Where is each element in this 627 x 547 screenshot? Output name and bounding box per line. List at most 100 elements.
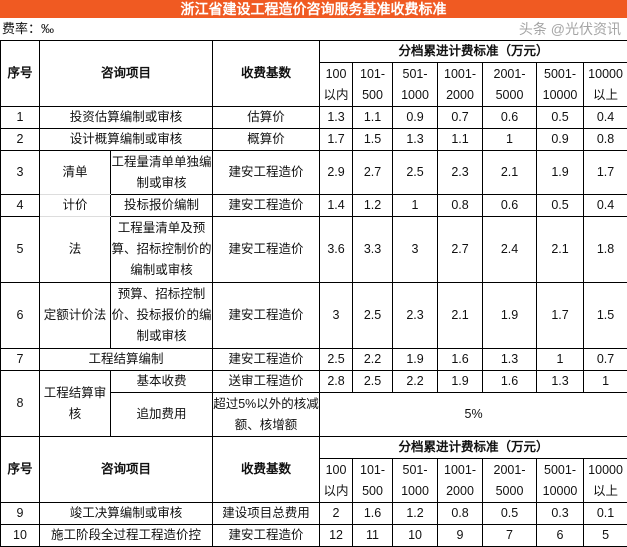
row-no: 1	[0, 106, 40, 129]
table-row: 2 设计概算编制或审核 概算价 1.7 1.5 1.3 1.1 1 0.9 0.8	[0, 128, 627, 151]
row-no: 7	[0, 348, 40, 371]
header-tier: 1001-2000	[437, 62, 484, 107]
header-tier: 1001-2000	[437, 458, 484, 503]
fee-rate-cell: 2.5	[319, 348, 354, 371]
fee-rate-cell: 2.8	[319, 370, 354, 393]
header-tier: 2001-5000	[482, 458, 538, 503]
header-tier: 5001-10000	[536, 62, 585, 107]
fee-rate-cell: 12	[319, 524, 354, 547]
fee-rate-cell: 2.2	[352, 348, 394, 371]
fee-rate-cell: 1.5	[352, 128, 394, 151]
fee-rate-cell: 2	[319, 502, 354, 525]
header-item: 咨询项目	[38, 40, 214, 107]
fee-rate-cell: 0.5	[536, 194, 585, 217]
header-tier: 101-500	[352, 62, 394, 107]
item-sub: 基本收费	[109, 370, 214, 393]
fee-rate-cell: 2.5	[392, 150, 439, 195]
table-row: 追加费用 超过5%以外的核减额、核增额 5%	[1, 392, 627, 437]
fee-rate-cell: 3	[392, 216, 439, 283]
fee-rate-cell: 2.3	[437, 150, 484, 195]
fee-rate-cell: 1.4	[319, 194, 354, 217]
fee-table-continued: 序号 咨询项目 收费基数 分档累进计费标准（万元） 100以内 101-500 501-10…	[0, 436, 627, 547]
fee-base: 建安工程造价	[212, 216, 321, 283]
item-name: 施工阶段全过程工程造价控	[38, 524, 214, 547]
fee-rate-cell: 0.9	[536, 128, 585, 151]
fee-base: 超过5%以外的核减额、核增额	[212, 392, 321, 437]
row-no: 5	[0, 216, 40, 283]
fee-rate-cell: 2.7	[437, 216, 484, 283]
fee-rate-cell: 1.1	[437, 128, 484, 151]
fee-rate-cell: 2.5	[352, 370, 394, 393]
fee-rate-cell: 1.3	[392, 128, 439, 151]
header-tier: 100以内	[319, 458, 354, 503]
fee-rate-cell: 2.3	[392, 282, 439, 349]
fee-rate-cell: 1	[392, 194, 439, 217]
fee-rate-cell: 1.8	[583, 216, 627, 283]
fee-rate-cell: 3.6	[319, 216, 354, 283]
row-no: 3	[0, 150, 40, 195]
fee-base: 建安工程造价	[212, 348, 321, 371]
header-tier: 10000以上	[583, 62, 627, 107]
fee-rate-cell: 0.6	[482, 194, 538, 217]
fee-base: 建安工程造价	[212, 524, 321, 547]
item-group: 定额计价法	[39, 282, 111, 349]
fee-rate-cell: 2.2	[392, 370, 439, 393]
fee-base: 概算价	[212, 128, 321, 151]
fee-rate-cell: 1.2	[392, 502, 439, 525]
fee-rate-cell: 1	[536, 348, 585, 371]
header-no: 序号	[0, 40, 40, 107]
fee-rate-cell: 2.7	[352, 150, 394, 195]
fee-rate-cell: 0.5	[536, 106, 585, 129]
table-row: 7 工程结算编制 建安工程造价 2.5 2.2 1.9 1.6 1.3 1 0.7	[0, 348, 627, 371]
item-sub: 投标报价编制	[109, 194, 214, 217]
fee-rate-cell: 9	[437, 524, 484, 547]
table-row: 9 竣工决算编制或审核 建设项目总费用 2 1.6 1.2 0.8 0.5 0.3 0.1	[0, 502, 627, 525]
table-row: 5 法工程量清单及预算、招标控制价的编制或审核 建安工程造价 3.6 3.3 3 2.7 2.…	[0, 216, 627, 283]
header-tier: 100以内	[319, 62, 354, 107]
fee-rate-cell: 1.9	[437, 370, 484, 393]
table-row: 3 清单 工程量清单单独编制或审核 建安工程造价 2.9 2.7 2.5 2.3 2.1 1.9 1…	[0, 150, 627, 195]
fee-rate-cell: 1	[482, 128, 538, 151]
fee-rate-cell: 0.7	[583, 348, 627, 371]
row-no: 9	[0, 502, 40, 525]
fee-rate-cell: 1.3	[319, 106, 354, 129]
header-item: 咨询项目	[38, 436, 214, 503]
fee-rate-cell: 0.7	[437, 106, 484, 129]
item-name: 设计概算编制或审核	[38, 128, 214, 151]
table-row: 1 投资估算编制或审核 估算价 1.3 1.1 0.9 0.7 0.6 0.5 0.4	[0, 106, 627, 129]
fee-base: 估算价	[212, 106, 321, 129]
row-no: 6	[0, 282, 40, 349]
fee-rate-cell: 3	[319, 282, 354, 349]
fee-rate-cell: 1	[583, 370, 627, 393]
rate-unit-label: 费率：‰	[2, 21, 55, 36]
item-sub: 预算、招标控制价、投标报价的编制或审核	[109, 282, 214, 349]
row-no: 4	[0, 194, 40, 217]
fee-base: 建设项目总费用	[212, 502, 321, 525]
header-base: 收费基数	[212, 40, 321, 107]
fee-rate-cell: 2.1	[482, 150, 538, 195]
fee-rate-cell: 11	[352, 524, 394, 547]
header-tier: 2001-5000	[482, 62, 538, 107]
fee-rate-cell: 2.1	[437, 282, 484, 349]
item-sub: 追加费用	[109, 392, 214, 437]
page-title: 浙江省建设工程造价咨询服务基准收费标准	[0, 0, 627, 18]
fee-rate-cell: 0.3	[536, 502, 585, 525]
fee-rate-cell: 1.7	[536, 282, 585, 349]
item-name: 竣工决算编制或审核	[38, 502, 214, 525]
header-tier: 501-1000	[392, 62, 439, 107]
fee-rate-cell: 1.3	[536, 370, 585, 393]
fee-rate-merged: 5%	[319, 392, 627, 437]
row-no: 8	[0, 370, 40, 437]
fee-rate-cell: 1.5	[583, 282, 627, 349]
fee-rate-cell: 0.1	[583, 502, 627, 525]
table-row: 10 施工阶段全过程工程造价控 建安工程造价 12 11 10 9 7 6 5	[0, 524, 627, 547]
item-name: 投资估算编制或审核	[38, 106, 214, 129]
fee-base: 送审工程造价	[212, 370, 321, 393]
watermark: 头条 @光伏资讯	[518, 21, 621, 37]
row-no: 10	[0, 524, 40, 547]
fee-rate-cell: 1.7	[319, 128, 354, 151]
fee-rate-cell: 0.6	[482, 106, 538, 129]
item-name: 工程结算编制	[38, 348, 214, 371]
fee-rate-cell: 0.5	[482, 502, 538, 525]
fee-rate-cell: 10	[392, 524, 439, 547]
